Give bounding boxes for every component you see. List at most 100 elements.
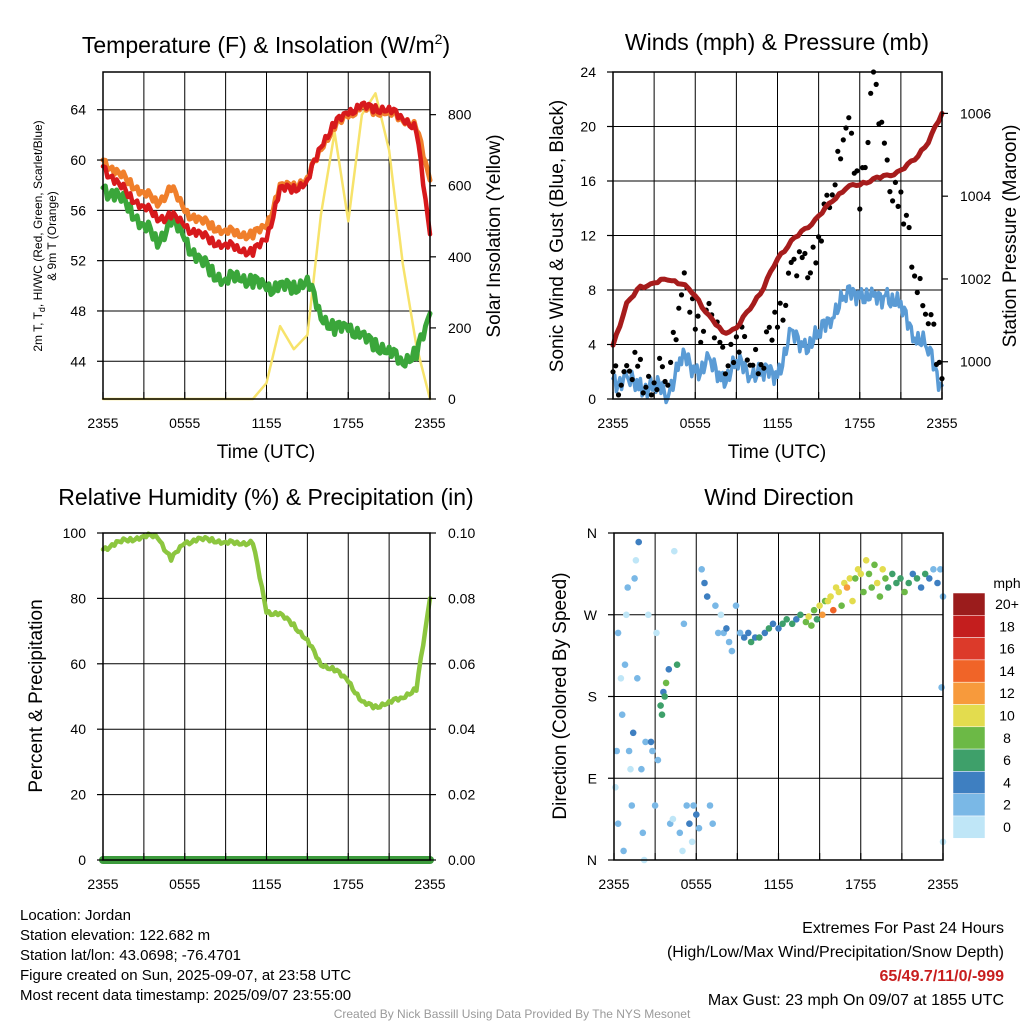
y2-tick-label: 1000 xyxy=(960,354,991,370)
y2-tick-label: 0.02 xyxy=(448,787,475,803)
x-tick-label: 2355 xyxy=(597,415,628,431)
gust-point xyxy=(818,238,825,244)
colorbar-label: 12 xyxy=(999,685,1015,701)
gust-point xyxy=(772,309,778,315)
colorbar-swatch xyxy=(952,637,986,661)
gust-point xyxy=(813,260,819,266)
direction-point xyxy=(624,584,631,591)
dir-points xyxy=(612,538,947,864)
direction-point xyxy=(688,838,696,846)
direction-point xyxy=(893,579,900,587)
gust-point xyxy=(646,373,652,379)
gust-point xyxy=(618,382,624,388)
gust-point xyxy=(909,264,915,270)
direction-point xyxy=(843,584,851,591)
y-tick-label: E xyxy=(588,770,597,786)
direction-point xyxy=(868,584,875,591)
rh-line xyxy=(100,531,433,711)
y-tick-label: N xyxy=(587,852,597,868)
y-tick-label: 52 xyxy=(70,253,86,269)
gust-point xyxy=(753,346,759,353)
gust-point xyxy=(736,349,742,355)
figure-created: Figure created on Sun, 2025-09-07, at 23… xyxy=(20,967,352,984)
gust-point xyxy=(673,337,679,343)
temp-xlabel: Time (UTC) xyxy=(217,442,316,463)
gust-point xyxy=(654,387,660,393)
direction-point xyxy=(732,602,740,609)
gust-point xyxy=(783,302,789,308)
direction-point xyxy=(756,634,763,641)
y-tick-label: S xyxy=(588,689,597,705)
y-tick-label: 64 xyxy=(70,102,86,118)
direction-point xyxy=(683,802,690,809)
gust-point xyxy=(906,224,912,231)
direction-point xyxy=(686,820,693,827)
direction-point xyxy=(614,820,622,827)
gust-point xyxy=(920,303,926,309)
y-tick-label: 20 xyxy=(70,787,86,803)
gust-point xyxy=(835,148,841,154)
y2-tick-label: 600 xyxy=(448,178,472,194)
direction-point xyxy=(647,738,655,746)
gust-point xyxy=(854,168,860,174)
direction-point xyxy=(614,629,622,637)
gust-point xyxy=(925,321,931,327)
wind-panel: Winds (mph) & Pressure (mb) 2355 0555 1155… xyxy=(547,29,1021,463)
extremes-box: Extremes For Past 24 Hours (High/Low/Max… xyxy=(667,917,1004,1013)
colorbar-swatch xyxy=(952,704,986,728)
direction-point xyxy=(625,747,633,755)
direction-point xyxy=(690,802,697,809)
wind-ticks: 2355 0555 1155 1755 235504812162024100010021… xyxy=(580,64,991,431)
gust-point xyxy=(928,312,934,318)
colorbar-swatch xyxy=(952,793,986,817)
direction-point xyxy=(808,622,815,629)
direction-point xyxy=(669,815,677,823)
colorbar-swatch xyxy=(952,771,986,794)
direction-point xyxy=(740,634,748,641)
colorbar-swatch xyxy=(952,726,986,750)
direction-point xyxy=(736,629,744,637)
gust-point xyxy=(635,363,641,369)
gust-point xyxy=(917,275,923,282)
direction-point xyxy=(779,620,786,628)
gust-point xyxy=(681,270,687,276)
direction-point xyxy=(788,620,796,628)
gust-point xyxy=(887,189,893,195)
gust-point xyxy=(805,275,811,281)
colorbar-label: 4 xyxy=(1003,774,1011,790)
x-tick-label: 1755 xyxy=(845,876,876,892)
dir-panel-title: Wind Direction xyxy=(704,484,854,510)
direction-point xyxy=(805,613,812,620)
direction-point xyxy=(802,618,810,626)
direction-point xyxy=(765,625,773,632)
direction-point xyxy=(635,538,642,546)
direction-point xyxy=(876,593,884,600)
gust-point xyxy=(838,156,844,162)
station-latlon: Station lat/lon: 43.0698; -76.4701 xyxy=(20,947,242,964)
direction-point xyxy=(862,557,870,564)
gust-point xyxy=(750,362,756,368)
direction-point xyxy=(645,611,652,619)
gust-point xyxy=(774,324,781,330)
gust-point xyxy=(717,339,723,345)
station-elevation: Station elevation: 122.682 m xyxy=(20,927,211,944)
y2-tick-label: 1002 xyxy=(960,271,991,287)
direction-point xyxy=(783,616,790,623)
y-tick-label: 56 xyxy=(70,202,86,218)
y-tick-label: 48 xyxy=(70,303,86,319)
y2-tick-label: 1004 xyxy=(960,188,991,204)
gust-point xyxy=(695,313,701,319)
colorbar-label: 10 xyxy=(999,708,1015,724)
gust-point xyxy=(840,137,846,143)
gust-point xyxy=(755,371,761,377)
direction-point xyxy=(909,570,917,578)
temp-ylabel-line1: 2m T, Td, HI/WC (Red, Green, Scarlet/Blu… xyxy=(31,120,47,351)
gust-point xyxy=(733,334,740,340)
direction-point xyxy=(938,684,945,691)
gust-point xyxy=(802,250,808,257)
direction-point xyxy=(651,802,659,809)
colorbar-swatch xyxy=(952,748,986,772)
gust-point xyxy=(903,212,910,218)
